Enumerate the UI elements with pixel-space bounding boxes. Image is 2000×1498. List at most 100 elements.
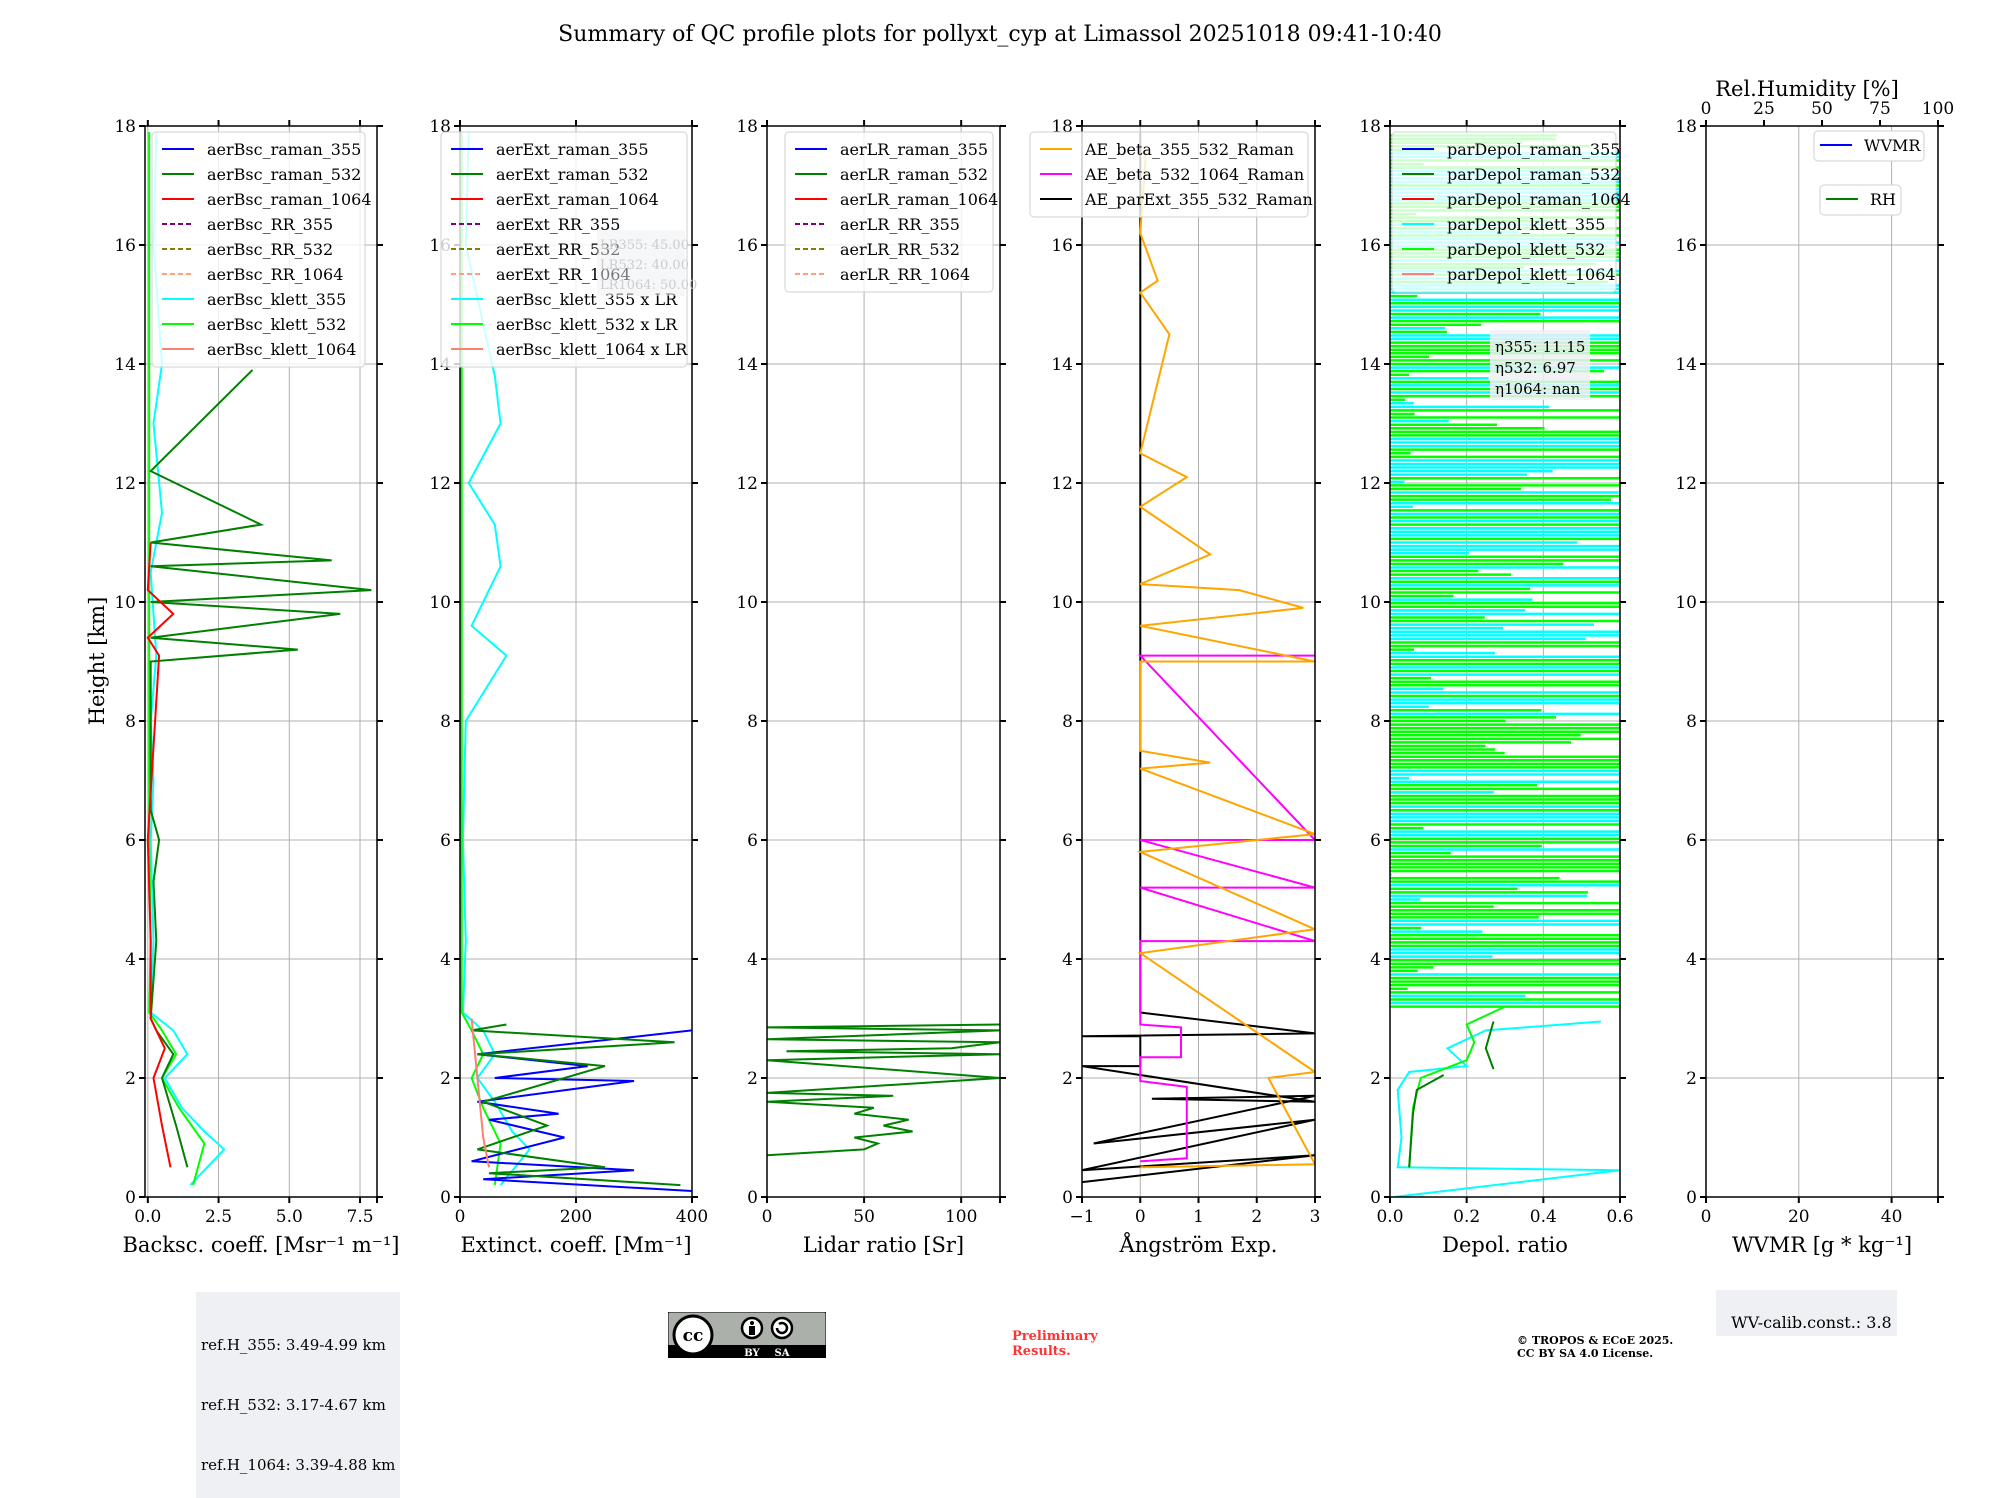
series-aerExt_raman_355 [471, 1029, 692, 1192]
legend-item-label: aerExt_RR_355 [496, 215, 620, 234]
y-tick-label: 8 [1686, 712, 1697, 732]
series-aerBsc_klett_355 [149, 131, 226, 1186]
legend-item-label: aerLR_RR_532 [840, 240, 960, 259]
y-tick-label: 12 [736, 474, 758, 494]
legend-item-label: aerExt_RR_532 [496, 240, 620, 259]
cc-by-sa-logo: cc BY SA [667, 1311, 827, 1359]
top-x-tick-label: 75 [1869, 99, 1891, 119]
y-tick-label: 4 [125, 950, 136, 970]
cc-icon [672, 1314, 714, 1356]
legend: WVMR RH [1813, 130, 1925, 216]
axes-frame [144, 125, 378, 1198]
top-x-tick-label: 50 [1811, 99, 1833, 119]
series-group [767, 1023, 1000, 1157]
x-tick-label: 20 [1788, 1207, 1810, 1227]
legend: aerLR_raman_355 aerLR_raman_532 aerLR_rama… [784, 131, 998, 293]
legend-item-label: aerLR_raman_1064 [840, 190, 998, 209]
x-tick-label: 400 [676, 1207, 708, 1227]
series-aerLR_raman_532 [767, 1023, 1000, 1157]
legend-item-label: parDepol_raman_355 [1447, 140, 1620, 159]
x-tick-label: 0.6 [1606, 1207, 1633, 1227]
legend-box [784, 131, 994, 293]
y-tick-label: 16 [1359, 236, 1381, 256]
legend-item-label: aerLR_RR_355 [840, 215, 960, 234]
y-tick-label: 12 [1359, 474, 1381, 494]
y-tick-label: 16 [1051, 236, 1073, 256]
y-tick-label: 18 [114, 117, 136, 137]
legend: aerBsc_raman_355 aerBsc_raman_532 aerBsc_r… [151, 131, 372, 368]
y-tick-label: 16 [736, 236, 758, 256]
legend-item-label: aerExt_raman_1064 [496, 190, 659, 209]
sa-label: SA [775, 1348, 790, 1358]
lr-annotation-line: LR355: 45.00 [600, 238, 689, 253]
ref-height-355: ref.H_355: 3.49-4.99 km [201, 1336, 386, 1354]
series-group [146, 131, 372, 1186]
y-tick-label: 12 [1675, 474, 1697, 494]
y-tick-label: 14 [1051, 355, 1073, 375]
y-tick-label: 8 [1062, 712, 1073, 732]
copyright-note: © TROPOS & ECoE 2025. CC BY SA 4.0 Licen… [1517, 1334, 1673, 1360]
y-tick-label: 6 [1370, 831, 1381, 851]
y-tick-label: 2 [440, 1069, 451, 1089]
y-tick-label: 2 [747, 1069, 758, 1089]
axes-frame [1389, 125, 1621, 1198]
figure-title: Summary of QC profile plots for pollyxt_… [558, 22, 1442, 47]
series-aerBsc_raman_532 [148, 369, 372, 1168]
lr-annotation-bg [597, 230, 685, 296]
y-tick-label: 0 [1370, 1188, 1381, 1208]
panel-backscatter: 0 2 4 6 8 10 12 14 16 18 0.0 2.5 5.0 7.5 Backsc. coeff… [114, 117, 399, 1257]
wv-calib-text: WV-calib.const.: 3.8 [1731, 1313, 1892, 1332]
y-tick-label: 6 [747, 831, 758, 851]
copyright-line-1: © TROPOS & ECoE 2025. [1517, 1334, 1674, 1347]
legend-item-label: aerBsc_klett_355 [207, 290, 346, 309]
eta-annotation-bg [1490, 330, 1590, 400]
y-tick-label: 6 [440, 831, 451, 851]
legend-box [151, 131, 366, 368]
x-tick-label: 0.0 [134, 1207, 161, 1227]
y-tick-label: 4 [1370, 950, 1381, 970]
y-tick-label: 8 [440, 712, 451, 732]
y-tick-label: 10 [1051, 593, 1073, 613]
y-tick-label: 0 [440, 1188, 451, 1208]
x-tick-label: −1 [1069, 1207, 1094, 1227]
legend-item-label: parDepol_klett_355 [1447, 215, 1605, 234]
legend-item-label: aerBsc_RR_532 [207, 240, 333, 259]
y-tick-label: 14 [1675, 355, 1697, 375]
by-label: BY [744, 1348, 760, 1358]
x-tick-label: 7.5 [347, 1207, 374, 1227]
y-tick-label: 14 [1359, 355, 1381, 375]
legend-item-label: aerBsc_RR_355 [207, 215, 333, 234]
series-group [1393, 1005, 1620, 1197]
copyright-line-2: CC BY SA 4.0 License. [1517, 1347, 1654, 1360]
x-tick-label: 1 [1193, 1207, 1204, 1227]
y-tick-label: 10 [1359, 593, 1381, 613]
y-tick-label: 4 [440, 950, 451, 970]
legend-item-label: aerExt_raman_532 [496, 165, 649, 184]
y-tick-label: 6 [1686, 831, 1697, 851]
x-tick-label: 0 [455, 1207, 466, 1227]
sa-share-alike-icon [770, 1316, 794, 1340]
y-tick-label: 8 [1370, 712, 1381, 732]
legend-box-wvmr [1813, 130, 1925, 162]
y-tick-label: 8 [747, 712, 758, 732]
legend-item-label: aerBsc_klett_532 x LR [496, 315, 678, 334]
legend-item-label: aerBsc_raman_355 [207, 140, 361, 159]
series-AE_parExt_355_532_Raman [1082, 132, 1315, 1184]
y-tick-label: 10 [736, 593, 758, 613]
x-tick-label: 100 [945, 1207, 977, 1227]
y-tick-label: 4 [1062, 950, 1073, 970]
x-axis-label: Depol. ratio [1442, 1233, 1568, 1257]
top-x-axis-label: Rel.Humidity [%] [1715, 77, 1899, 101]
y-tick-label: 18 [736, 117, 758, 137]
legend-item-label: aerBsc_klett_1064 [207, 340, 356, 359]
x-tick-label: 0.2 [1453, 1207, 1480, 1227]
legend-item-label: AE_beta_355_532_Raman [1084, 140, 1294, 159]
y-tick-label: 10 [114, 593, 136, 613]
y-tick-label: 14 [736, 355, 758, 375]
y-tick-label: 2 [125, 1069, 136, 1089]
legend-item-label: parDepol_raman_1064 [1447, 190, 1631, 209]
legend-item-label: parDepol_raman_532 [1447, 165, 1620, 184]
y-tick-label: 14 [114, 355, 136, 375]
